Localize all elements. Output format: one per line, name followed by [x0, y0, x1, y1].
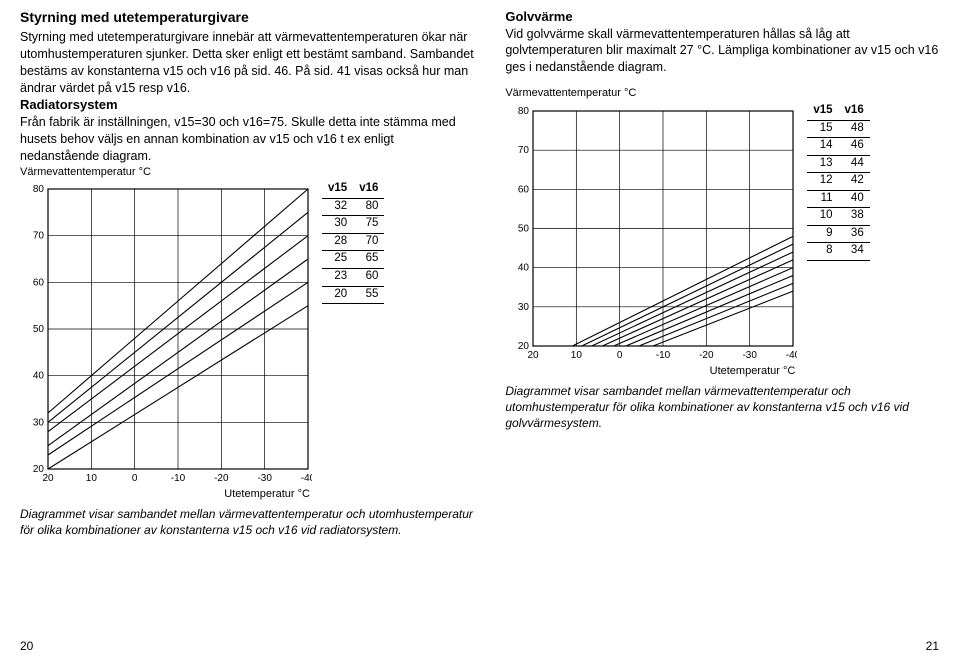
right-value-table-wrap: v15 v16 154814461344124211401038936834: [797, 107, 869, 261]
table-row: 1344: [807, 155, 869, 173]
cell-v16: 36: [839, 225, 870, 243]
right-x-title: Utetemperatur °C: [505, 364, 795, 379]
svg-text:20: 20: [42, 473, 54, 484]
svg-text:30: 30: [33, 418, 45, 429]
left-value-table: v15 v16 328030752870256523602055: [322, 181, 384, 304]
left-sub1: Radiatorsystem: [20, 96, 475, 114]
cell-v15: 12: [807, 173, 838, 191]
svg-text:70: 70: [33, 231, 45, 242]
th-v15: v15: [807, 103, 838, 120]
svg-text:-30: -30: [257, 473, 272, 484]
th-v16: v16: [353, 181, 384, 198]
svg-text:80: 80: [33, 185, 45, 195]
cell-v16: 40: [839, 190, 870, 208]
cell-v15: 9: [807, 225, 838, 243]
table-row: 1548: [807, 120, 869, 138]
left-title: Styrning med utetemperaturgivare: [20, 8, 475, 27]
cell-v15: 28: [322, 233, 353, 251]
svg-text:-40: -40: [786, 350, 797, 361]
table-row: 1140: [807, 190, 869, 208]
cell-v16: 65: [353, 251, 384, 269]
svg-text:60: 60: [518, 184, 530, 195]
table-row: 2360: [322, 268, 384, 286]
table-row: 1242: [807, 173, 869, 191]
table-row: 2565: [322, 251, 384, 269]
cell-v16: 75: [353, 216, 384, 234]
right-y-title: Värmevattentemperatur °C: [505, 86, 939, 101]
left-x-title: Utetemperatur °C: [20, 487, 310, 502]
svg-text:-30: -30: [743, 350, 758, 361]
cell-v16: 34: [839, 243, 870, 261]
right-chart-row: 2030405060708020100-10-20-30-40 v15 v16 …: [505, 107, 939, 362]
table-row: 1038: [807, 208, 869, 226]
right-para1: Vid golvvärme skall värmevattentemperatu…: [505, 26, 939, 77]
cell-v15: 30: [322, 216, 353, 234]
svg-text:60: 60: [33, 278, 45, 289]
left-para1: Styrning med utetemperaturgivare innebär…: [20, 29, 475, 97]
cell-v16: 38: [839, 208, 870, 226]
cell-v15: 15: [807, 120, 838, 138]
left-para2: Från fabrik är inställningen, v15=30 och…: [20, 114, 475, 165]
svg-text:30: 30: [518, 302, 530, 313]
left-chart-row: 20 30 40 50 60 70 80 20 10 0 -10 -20 -30 -40 v15 v16 …: [20, 185, 475, 485]
cell-v15: 13: [807, 155, 838, 173]
svg-text:0: 0: [617, 350, 623, 361]
cell-v16: 80: [353, 198, 384, 216]
svg-text:-10: -10: [171, 473, 186, 484]
cell-v15: 20: [322, 286, 353, 304]
table-row: 936: [807, 225, 869, 243]
cell-v16: 46: [839, 138, 870, 156]
cell-v15: 8: [807, 243, 838, 261]
right-sub1: Golvvärme: [505, 8, 939, 26]
svg-text:-20: -20: [699, 350, 714, 361]
svg-text:40: 40: [518, 263, 530, 274]
table-row: 3075: [322, 216, 384, 234]
left-column: Styrning med utetemperaturgivare Styrnin…: [20, 8, 475, 654]
cell-v15: 14: [807, 138, 838, 156]
svg-text:50: 50: [33, 324, 45, 335]
table-row: 2055: [322, 286, 384, 304]
svg-text:20: 20: [528, 350, 540, 361]
right-chart: 2030405060708020100-10-20-30-40: [505, 107, 797, 362]
left-page: 20: [20, 638, 475, 654]
cell-v16: 42: [839, 173, 870, 191]
cell-v15: 25: [322, 251, 353, 269]
table-row: 3280: [322, 198, 384, 216]
svg-text:10: 10: [571, 350, 583, 361]
cell-v16: 44: [839, 155, 870, 173]
cell-v16: 60: [353, 268, 384, 286]
right-column: Golvvärme Vid golvvärme skall värmevatte…: [505, 8, 939, 654]
svg-text:50: 50: [518, 224, 530, 235]
cell-v16: 55: [353, 286, 384, 304]
svg-text:-10: -10: [656, 350, 671, 361]
cell-v15: 32: [322, 198, 353, 216]
cell-v15: 10: [807, 208, 838, 226]
right-caption: Diagrammet visar sambandet mellan värmev…: [505, 383, 939, 432]
left-caption: Diagrammet visar sambandet mellan värmev…: [20, 506, 475, 538]
th-v15: v15: [322, 181, 353, 198]
left-chart: 2030405060708020100-10-20-30-40: [20, 185, 312, 485]
table-row: 2870: [322, 233, 384, 251]
cell-v15: 11: [807, 190, 838, 208]
svg-text:-20: -20: [214, 473, 229, 484]
cell-v16: 70: [353, 233, 384, 251]
svg-text:10: 10: [86, 473, 98, 484]
svg-text:-40: -40: [301, 473, 312, 484]
cell-v15: 23: [322, 268, 353, 286]
svg-text:70: 70: [518, 145, 530, 156]
right-page: 21: [505, 638, 939, 654]
left-y-title: Värmevattentemperatur °C: [20, 165, 475, 180]
table-row: 834: [807, 243, 869, 261]
left-value-table-wrap: v15 v16 328030752870256523602055: [312, 185, 384, 304]
right-value-table: v15 v16 154814461344124211401038936834: [807, 103, 869, 261]
svg-text:80: 80: [518, 107, 530, 117]
table-row: 1446: [807, 138, 869, 156]
svg-text:40: 40: [33, 371, 45, 382]
svg-text:0: 0: [132, 473, 138, 484]
th-v16: v16: [839, 103, 870, 120]
cell-v16: 48: [839, 120, 870, 138]
